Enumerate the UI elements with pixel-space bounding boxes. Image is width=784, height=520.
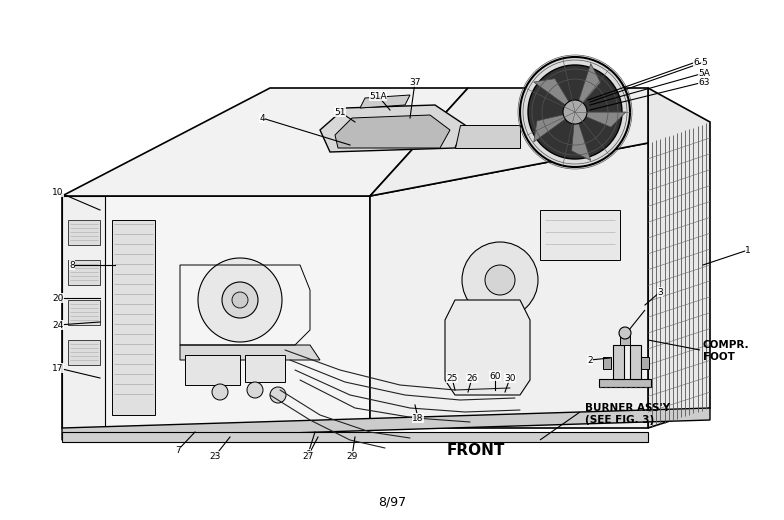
Circle shape <box>232 292 248 308</box>
Polygon shape <box>641 357 649 369</box>
Text: 37: 37 <box>409 77 421 86</box>
Circle shape <box>247 382 263 398</box>
Polygon shape <box>68 340 100 365</box>
Text: 60: 60 <box>489 371 501 381</box>
Polygon shape <box>185 355 240 385</box>
Circle shape <box>462 242 538 318</box>
Text: 10: 10 <box>53 188 64 197</box>
Polygon shape <box>534 79 575 112</box>
Polygon shape <box>599 379 651 387</box>
Text: 18: 18 <box>412 413 423 423</box>
Text: 27: 27 <box>303 451 314 461</box>
Text: FRONT: FRONT <box>447 443 505 458</box>
Circle shape <box>198 258 282 342</box>
Circle shape <box>528 65 622 159</box>
Text: 24: 24 <box>53 320 64 330</box>
Circle shape <box>270 387 286 403</box>
Text: 30: 30 <box>504 373 516 383</box>
Polygon shape <box>613 345 624 379</box>
Text: 29: 29 <box>347 451 358 461</box>
Text: 8: 8 <box>69 261 75 269</box>
Text: FOOT: FOOT <box>703 352 735 362</box>
Polygon shape <box>455 125 520 148</box>
Text: 3: 3 <box>657 288 663 296</box>
Polygon shape <box>68 300 100 325</box>
Text: BURNER ASS'Y: BURNER ASS'Y <box>585 403 670 413</box>
Polygon shape <box>540 210 620 260</box>
Polygon shape <box>68 220 100 245</box>
Circle shape <box>212 384 228 400</box>
Polygon shape <box>320 105 465 152</box>
Polygon shape <box>575 63 601 112</box>
Text: 17: 17 <box>53 363 64 372</box>
Polygon shape <box>370 88 648 196</box>
Text: 6: 6 <box>693 58 699 67</box>
Polygon shape <box>180 345 320 360</box>
Circle shape <box>619 327 631 339</box>
Text: 63: 63 <box>699 77 710 86</box>
Polygon shape <box>360 95 410 108</box>
Polygon shape <box>112 220 155 415</box>
Polygon shape <box>445 300 530 395</box>
Text: 23: 23 <box>209 451 220 461</box>
Polygon shape <box>648 88 710 428</box>
Text: 7: 7 <box>175 446 181 454</box>
Polygon shape <box>575 112 626 127</box>
Polygon shape <box>68 260 100 285</box>
Polygon shape <box>620 335 630 345</box>
Text: 5A: 5A <box>698 69 710 77</box>
Circle shape <box>485 265 515 295</box>
Text: 9: 9 <box>305 449 311 459</box>
Polygon shape <box>62 196 105 428</box>
Polygon shape <box>603 357 611 369</box>
Polygon shape <box>62 196 370 428</box>
Text: 51A: 51A <box>369 92 387 100</box>
Text: 2: 2 <box>587 356 593 365</box>
Polygon shape <box>62 88 468 196</box>
Text: 25: 25 <box>446 373 458 383</box>
Circle shape <box>520 57 630 167</box>
Polygon shape <box>572 112 591 161</box>
Text: COMPR.: COMPR. <box>703 340 750 350</box>
Polygon shape <box>62 408 710 440</box>
Circle shape <box>222 282 258 318</box>
Text: 1: 1 <box>745 245 751 254</box>
Polygon shape <box>245 355 285 382</box>
Text: 26: 26 <box>466 373 477 383</box>
Circle shape <box>563 100 587 124</box>
Text: 8/97: 8/97 <box>378 496 406 509</box>
Polygon shape <box>370 143 648 428</box>
Text: 20: 20 <box>53 293 64 303</box>
Text: 4: 4 <box>260 113 265 123</box>
Polygon shape <box>630 345 641 379</box>
Text: 51: 51 <box>334 108 346 116</box>
Polygon shape <box>335 115 450 148</box>
Text: (SEE FIG. 3): (SEE FIG. 3) <box>585 415 655 425</box>
Text: 5: 5 <box>701 58 707 67</box>
Polygon shape <box>62 432 648 442</box>
Polygon shape <box>534 112 575 142</box>
